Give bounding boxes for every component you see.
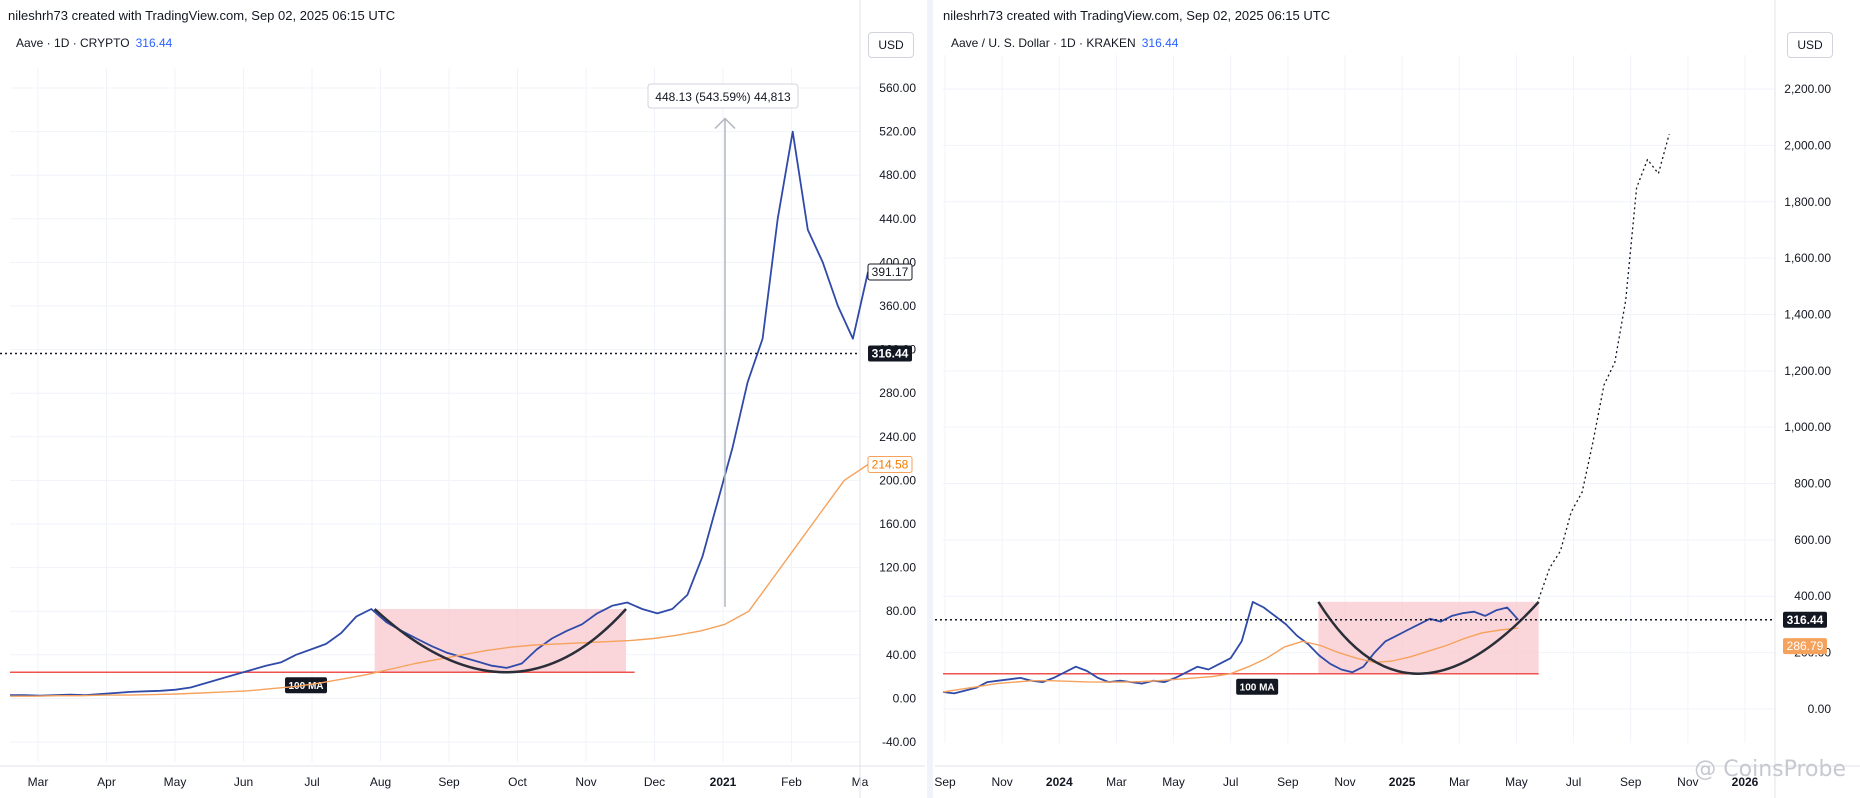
right-symbol-name: Aave / U. S. Dollar · 1D · KRAKEN <box>951 36 1136 50</box>
right-x-tick-label: Mar <box>1106 775 1127 789</box>
left-measure-arrowhead <box>714 117 736 130</box>
left-chart-canvas[interactable]: 560.00520.00480.00440.00400.00360.00320.… <box>0 0 925 798</box>
left-y-tick-label: 0.00 <box>893 691 917 705</box>
left-y-tick-label: 160.00 <box>879 517 916 531</box>
left-ma-price-tag-bg <box>867 456 913 474</box>
right-last-price-tag: 316.44 <box>1787 613 1824 627</box>
panel-divider <box>927 0 933 798</box>
right-symbol-label: Aave / U. S. Dollar · 1D · KRAKEN 316.44 <box>951 36 1178 50</box>
left-last-price-tag-bg <box>867 263 913 281</box>
left-currency-button[interactable]: USD <box>868 32 914 58</box>
left-y-tick-label: 200.00 <box>879 473 916 487</box>
left-y-tick-label: 560.00 <box>879 81 916 95</box>
right-x-tick-label: Nov <box>1334 775 1355 789</box>
right-price-line <box>942 601 1519 695</box>
right-y-tick-label: 400.00 <box>1794 589 1831 603</box>
right-x-tick-label: Sep <box>935 775 956 789</box>
right-x-tick-label: 2024 <box>1046 775 1073 789</box>
left-x-tick-label: May <box>164 775 187 789</box>
left-x-tick-label: Mar <box>28 775 49 789</box>
left-ma-label: 100 MA <box>289 681 324 692</box>
right-x-tick-label: May <box>1162 775 1185 789</box>
right-x-tick-label: Nov <box>1677 775 1698 789</box>
left-ma-line <box>10 463 869 697</box>
right-y-tick-label: 800.00 <box>1794 477 1831 491</box>
right-x-tick-label: Nov <box>991 775 1012 789</box>
right-symbol-price: 316.44 <box>1141 36 1179 50</box>
left-symbol-name: Aave · 1D · CRYPTO <box>16 36 130 50</box>
left-y-tick-label: 480.00 <box>879 168 916 182</box>
right-x-tick-label: May <box>1505 775 1528 789</box>
right-chart-canvas[interactable]: 2,200.00 2,000.00 1,800.00 1,600.00 1,400.00… <box>935 0 1860 798</box>
left-credit-text: nileshrh73 created with TradingView.com,… <box>8 8 396 23</box>
left-x-tick-label: Aug <box>370 775 391 789</box>
left-measure-label: 448.13 (543.59%) 44,813 <box>655 90 791 104</box>
right-x-tick-label: Jul <box>1223 775 1238 789</box>
left-symbol-price: 316.44 <box>135 36 173 50</box>
right-ma-price-tag-bg <box>1783 638 1827 655</box>
left-x-tick-label: Jun <box>234 775 253 789</box>
right-x-tick-label: Sep <box>1620 775 1642 789</box>
right-y-tick-label: 1,800.00 <box>1784 195 1831 209</box>
left-last-price-tag: 391.17 <box>872 265 909 279</box>
right-x-tick-label: Sep <box>1277 775 1299 789</box>
right-y-tick-label: 2,200.00 <box>1784 82 1831 96</box>
left-x-tick-label: Dec <box>644 775 665 789</box>
left-hline-price-tag-bg <box>868 345 912 362</box>
left-y-tick-label: 280.00 <box>879 386 916 400</box>
left-symbol-label: Aave · 1D · CRYPTO 316.44 <box>16 36 172 50</box>
right-y-tick-label: 1,000.00 <box>1784 420 1831 434</box>
right-x-tick-label: 2025 <box>1389 775 1416 789</box>
right-ma-label: 100 MA <box>1240 683 1275 694</box>
right-cup-zone <box>1318 601 1539 674</box>
right-credit-text: nileshrh73 created with TradingView.com,… <box>943 8 1331 23</box>
watermark-text: @ CoinsProbe <box>1694 757 1846 782</box>
left-y-tick-label: 120.00 <box>879 561 916 575</box>
left-y-tick-label: 360.00 <box>879 299 916 313</box>
right-x-tick-label: Mar <box>1449 775 1470 789</box>
right-x-tick-label: Jul <box>1566 775 1581 789</box>
left-hline-price-tag: 316.44 <box>872 346 909 360</box>
left-y-tick-label: 440.00 <box>879 212 916 226</box>
right-ma-line <box>942 627 1519 693</box>
right-y-tick-label: 1,200.00 <box>1784 364 1831 378</box>
right-y-tick-label: 1,600.00 <box>1784 251 1831 265</box>
left-y-tick-label: 520.00 <box>879 125 916 139</box>
right-ma-price-tag: 286.79 <box>1787 639 1824 653</box>
left-ma-price-tag: 214.58 <box>872 458 909 472</box>
left-x-tick-label: Apr <box>97 775 116 789</box>
right-cup-curve <box>1317 601 1540 675</box>
left-y-tick-label: 40.00 <box>886 648 916 662</box>
left-y-tick-label: 80.00 <box>886 604 916 618</box>
right-x-tick-label: 2026 <box>1732 775 1759 789</box>
left-cup-curve <box>373 608 627 674</box>
right-currency-button[interactable]: USD <box>1787 32 1833 58</box>
right-projection-line <box>1538 134 1670 600</box>
left-x-tick-label: Oct <box>508 775 527 789</box>
right-chart-panel: 2,200.00 2,000.00 1,800.00 1,600.00 1,400.00… <box>935 0 1860 798</box>
left-measure-box <box>647 83 799 109</box>
right-last-price-tag-bg <box>1783 611 1827 628</box>
right-y-tick-label: 1,400.00 <box>1784 307 1831 321</box>
left-y-tick-label: 240.00 <box>879 430 916 444</box>
left-x-tick-label: Sep <box>438 775 460 789</box>
left-x-tick-label: 2021 <box>710 775 737 789</box>
left-x-tick-label: Feb <box>781 775 802 789</box>
right-y-tick-label: 600.00 <box>1794 533 1831 547</box>
right-ma-badge <box>1236 678 1279 695</box>
right-y-tick-label: 0.00 <box>1808 702 1832 716</box>
left-chart-panel: 560.00520.00480.00440.00400.00360.00320.… <box>0 0 925 798</box>
left-x-tick-label: Nov <box>575 775 596 789</box>
right-y-tick-label: 2,000.00 <box>1784 138 1831 152</box>
left-x-tick-label: Jul <box>304 775 319 789</box>
left-y-tick-label: -40.00 <box>882 735 916 749</box>
